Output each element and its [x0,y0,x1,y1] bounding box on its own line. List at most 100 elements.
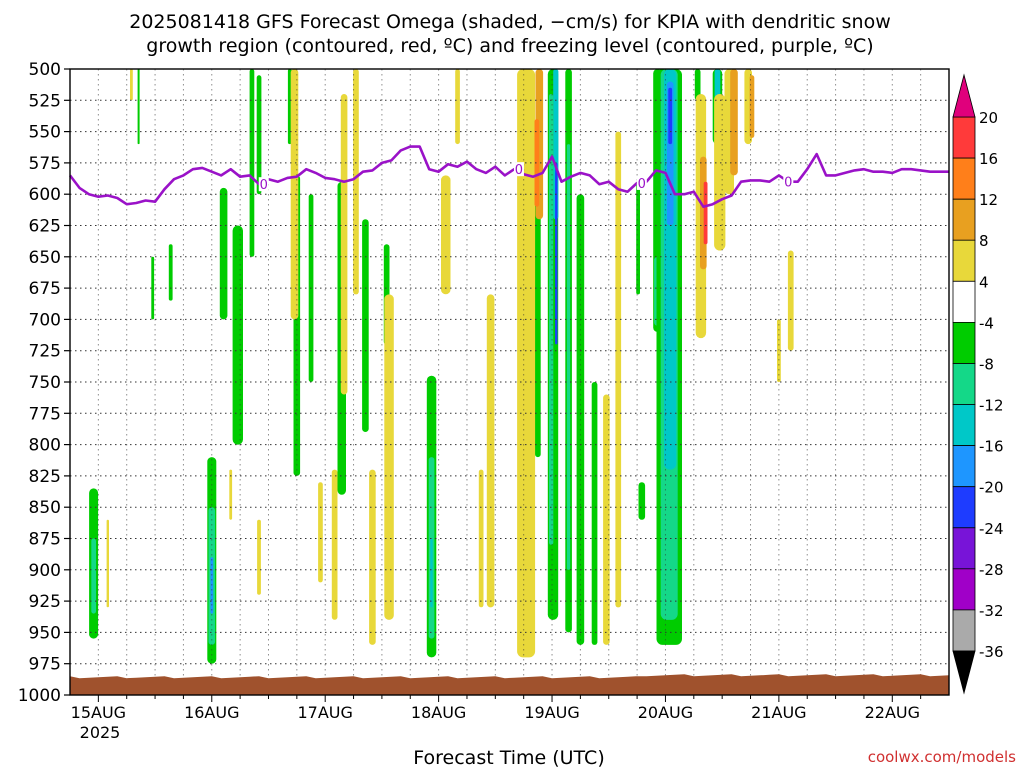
credit-link[interactable]: coolwx.com/models [868,748,1016,766]
colorbar-level-4: 4 [979,273,989,291]
freezing-level-label-bg-3 [783,174,794,189]
omega-cell-10 [249,69,255,257]
y-tick-label-625: 625 [29,217,61,237]
colorbar-bin--20 [952,445,976,488]
omega-cell-72 [777,319,781,382]
colorbar-level--20: -20 [979,479,1004,497]
y-tick-label-800: 800 [29,436,61,456]
freezing-level-label-3: 0 [784,176,792,191]
colorbar: 20 16 12 8 4 -4 -8 -12 -16 -20 -24 -28 -32 -36 [952,73,1004,695]
colorbar-level--12: -12 [979,397,1004,415]
y-tick-label-850: 850 [29,498,61,518]
freezing-level-label-bg-0 [258,177,269,192]
omega-cell-46 [369,469,376,645]
omega-cell-8 [232,225,243,445]
y-tick-label-925: 925 [29,592,61,612]
omega-cell-16 [362,219,369,432]
omega-cell-51 [441,175,451,295]
colorbar-level--28: -28 [979,561,1004,579]
x-axis-title: Forecast Time (UTC) [413,747,604,768]
omega-cell-58 [523,457,534,645]
x-tick-label-17AUG: 17AUG [297,703,352,722]
x-axis: 15AUG 16AUG 17AUG 18AUG 19AUG 20AUG 21AUG 22AUG [71,695,922,722]
colorbar-level--24: -24 [979,520,1004,538]
y-tick-label-900: 900 [29,561,61,581]
freezing-level-label-bg-2 [636,175,647,190]
y-tick-label-600: 600 [29,185,61,205]
colorbar-bin--24 [952,486,976,529]
omega-cell-38 [694,69,701,101]
y-tick-label-550: 550 [29,123,61,143]
omega-cell-28 [591,382,598,645]
y-tick-label-950: 950 [29,623,61,643]
colorbar-level--16: -16 [979,438,1004,456]
colorbar-bin-4 [952,239,976,282]
y-tick-label-775: 775 [29,404,61,424]
omega-cell-52 [455,69,460,145]
colorbar-bin-16 [952,116,976,159]
colorbar-bin--16 [952,404,976,446]
omega-cell-37 [668,87,673,145]
colorbar-level-16: 16 [979,150,998,168]
omega-cell-71 [787,250,794,351]
omega-cell-20 [535,181,541,458]
omega-cell-66 [714,94,726,251]
omega-cell-7 [430,538,433,608]
freezing-level-label-2: 0 [638,177,646,192]
x-axis-year: 2025 [80,723,121,742]
x-tick-label-22AUG: 22AUG [865,703,920,722]
freezing-level-label-bg-1 [513,162,524,177]
y-tick-label-500: 500 [29,60,61,80]
y-axis: 500 525 550 575 600 625 650 675 700 725 750 775 800 8… [18,60,70,706]
omega-cell-62 [106,519,109,608]
omega-cell-65 [703,181,708,245]
omega-cell-44 [353,69,359,295]
freezing-level-label-0: 0 [260,178,268,193]
x-tick-label-15AUG: 15AUG [71,703,126,722]
omega-cell-48 [318,482,323,583]
freezing-level-label-1: 0 [515,163,523,178]
x-tick-label-16AUG: 16AUG [184,703,239,722]
colorbar-bin--12 [952,363,976,405]
omega-cell-43 [340,94,348,395]
omega-cell-11 [256,75,262,195]
chart-title-line-1: 2025081418 GFS Forecast Omega (shaded, −… [129,11,891,33]
colorbar-bin--28 [952,527,976,570]
omega-cell-40 [714,69,721,101]
x-tick-label-21AUG: 21AUG [751,703,806,722]
plot-frame [69,68,950,696]
y-tick-label-650: 650 [29,248,61,268]
x-tick-label-18AUG: 18AUG [411,703,466,722]
omega-cell-29 [636,181,640,295]
omega-cell-49 [257,519,261,595]
omega-cell-57 [534,119,540,207]
colorbar-level-12: 12 [979,191,998,209]
omega-cell-45 [384,294,394,620]
omega-cell-26 [566,144,571,570]
omega-cell-41 [168,244,173,301]
y-tick-label-1000: 1000 [18,686,61,706]
omega-cell-61 [130,69,133,101]
omega-cell-59 [603,394,610,645]
colorbar-level-20: 20 [979,109,998,127]
y-tick-label-725: 725 [29,342,61,362]
colorbar-bin-12 [952,157,976,200]
colorbar-level--8: -8 [979,356,994,374]
chart-title-line-2: growth region (contoured, red, ºC) and f… [146,35,873,57]
y-tick-label-750: 750 [29,373,61,393]
omega-cell-50 [229,469,233,520]
colorbar-bin-8 [952,198,976,241]
colorbar-level--36: -36 [979,643,1004,661]
omega-cell-60 [615,131,622,608]
colorbar-level--4: -4 [979,314,994,332]
omega-cell-18 [151,256,155,320]
omega-cell-24 [555,162,558,345]
colorbar-bin--32 [952,568,976,611]
colorbar-bin--36 [952,609,976,652]
omega-cell-30 [638,482,646,520]
omega-cell-70 [749,75,755,138]
x-tick-label-19AUG: 19AUG [524,703,579,722]
y-tick-label-525: 525 [29,91,61,111]
y-tick-label-975: 975 [29,655,61,675]
